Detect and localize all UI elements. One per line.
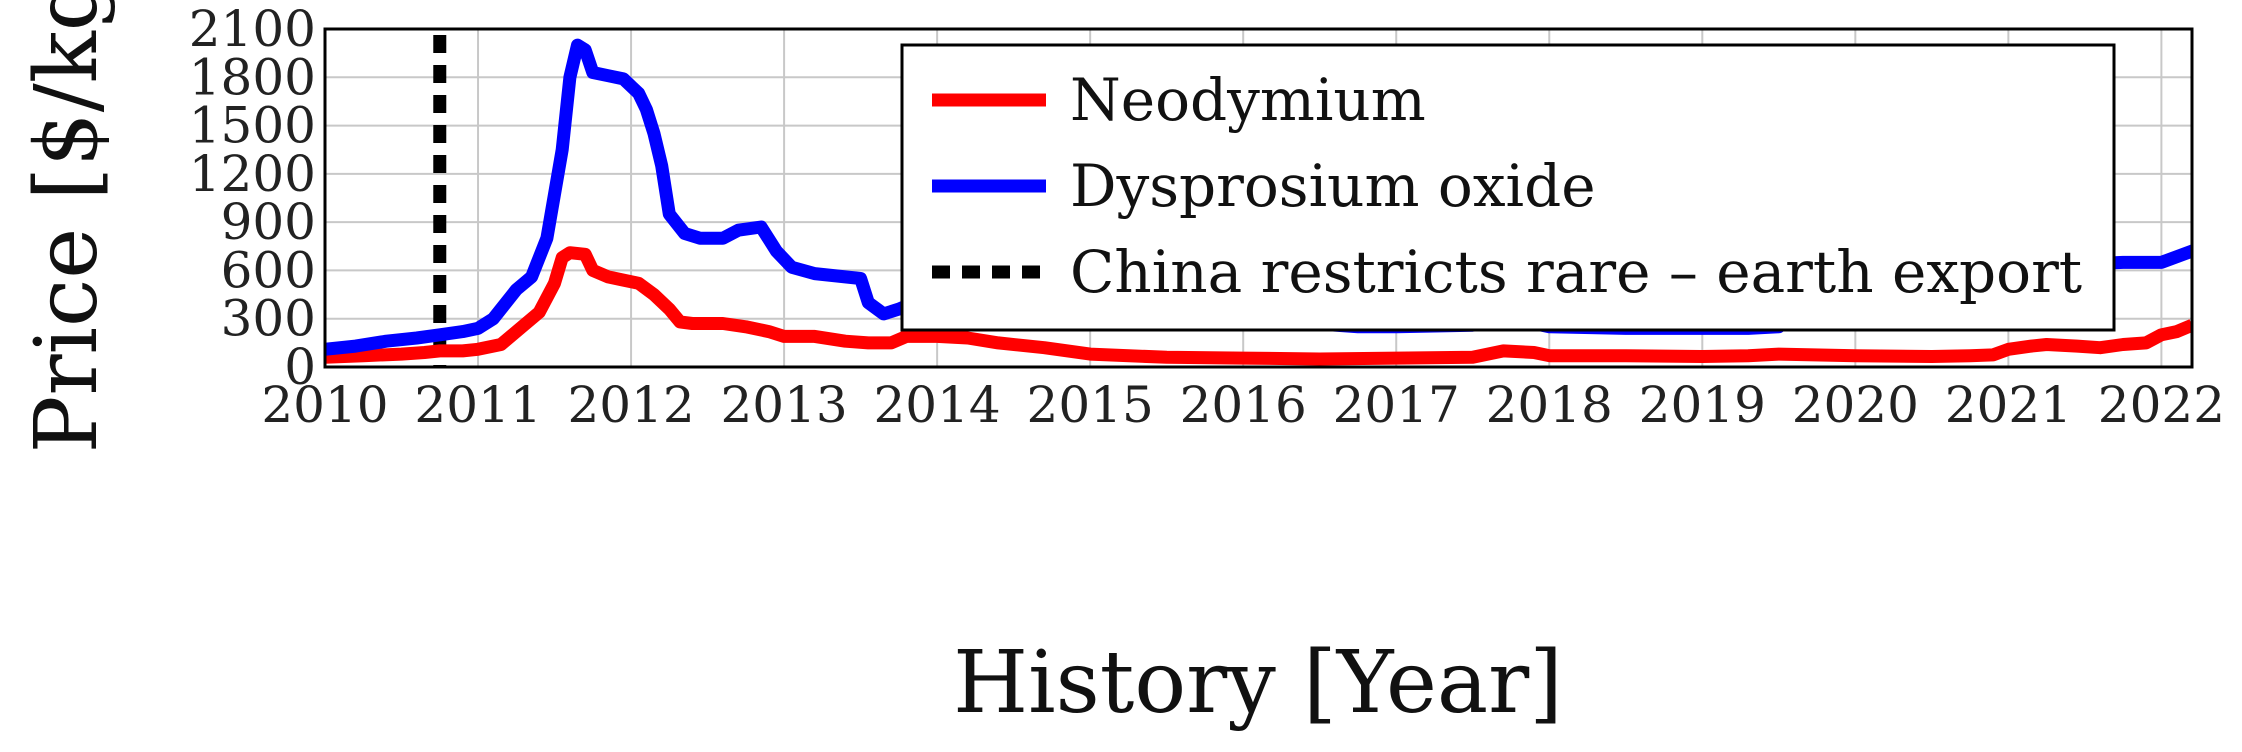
y-tick-label: 600 [221,241,316,299]
x-tick-label: 2022 [2098,376,2225,434]
y-tick-label: 1500 [189,97,316,155]
y-tick-label: 2100 [189,0,316,58]
x-tick-label: 2018 [1486,376,1613,434]
x-tick-label: 2016 [1180,376,1307,434]
y-tick-label: 300 [221,290,316,348]
legend: Neodymium Dysprosium oxide China restric… [900,43,2116,332]
x-tick-label: 2013 [720,376,847,434]
series-line-neodymium [325,246,2192,366]
x-tick-label: 2017 [1333,376,1460,434]
legend-box [900,43,2116,332]
legend-label-dysprosium-oxide: Dysprosium oxide [1070,152,1596,220]
x-tick-label: 2019 [1639,376,1766,434]
x-tick-label: 2021 [1945,376,2072,434]
x-axis-ticks: 2010 2011 2012 2013 2014 2015 2016 2017 2018 2019… [261,376,2225,434]
x-tick-label: 2010 [261,376,388,434]
y-tick-label: 1800 [189,48,316,106]
x-axis-title: History [Year] [953,633,1563,733]
y-tick-label: 1200 [189,145,316,203]
x-tick-label: 2012 [567,376,694,434]
y-tick-label: 900 [221,193,316,251]
legend-label-neodymium: Neodymium [1070,66,1426,134]
y-tick-label: 0 [284,338,316,396]
x-tick-label: 2014 [874,376,1001,434]
legend-label-china-restricts: China restricts rare – earth export [1070,238,2082,306]
x-tick-label: 2015 [1027,376,1154,434]
y-axis-title: Price [$/kg] [17,0,117,453]
x-tick-label: 2011 [414,376,541,434]
x-tick-label: 2020 [1792,376,1919,434]
plot-frame [323,27,2194,369]
